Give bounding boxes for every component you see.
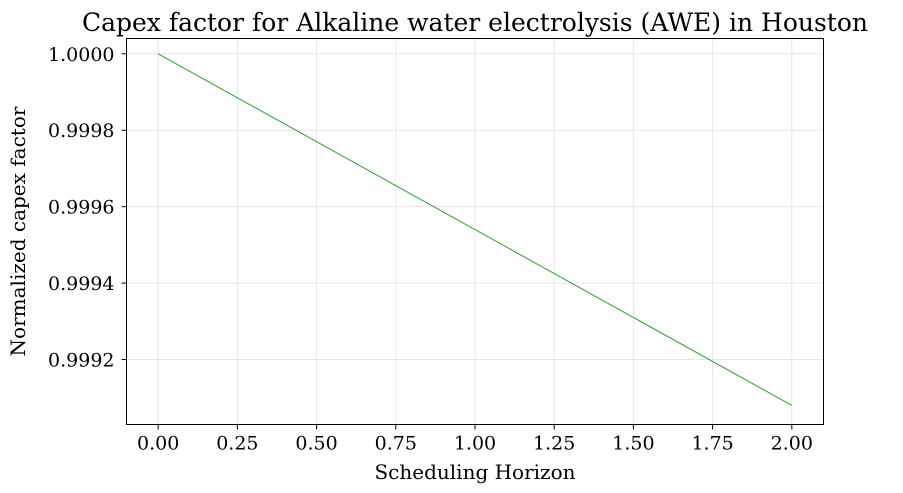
y-tick-label: 0.9996: [48, 197, 114, 219]
x-tick-label: 0.75: [375, 433, 417, 455]
y-tick-label: 0.9998: [48, 120, 114, 142]
x-tick-label: 1.00: [454, 433, 496, 455]
series-layer: [157, 53, 793, 406]
x-tick-label: 0.25: [216, 433, 258, 455]
y-axis-label: Normalized capex factor: [6, 106, 30, 356]
y-tick-label: 0.9994: [48, 273, 114, 295]
x-tick-label: 1.75: [691, 433, 733, 455]
x-tick-label: 0.50: [295, 433, 337, 455]
tick-layer: 0.00 0.25 0.50 0.75 1.00 1.25 1.50 1.75 2.00 0.99…: [48, 44, 813, 455]
x-tick-label: 1.50: [612, 433, 654, 455]
y-tick-label: 0.9992: [48, 350, 114, 372]
x-tick-label: 0.00: [137, 433, 179, 455]
x-axis-label: Scheduling Horizon: [374, 460, 575, 484]
x-tick-label: 1.25: [533, 433, 575, 455]
x-tick-label: 2.00: [771, 433, 813, 455]
grid-layer: [126, 38, 824, 425]
series-line-0: [157, 53, 793, 406]
chart-title: Capex factor for Alkaline water electrol…: [82, 8, 868, 37]
y-tick-label: 1.0000: [48, 44, 114, 66]
